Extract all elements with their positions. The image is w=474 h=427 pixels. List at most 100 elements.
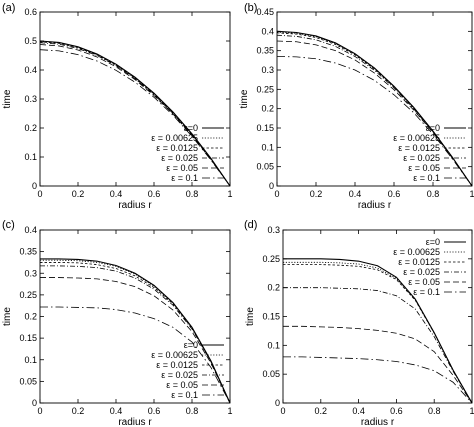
series-line-4 bbox=[283, 287, 473, 404]
panel-label: (a) bbox=[2, 2, 15, 14]
series-line-6 bbox=[276, 56, 473, 187]
x-tick-label: 1 bbox=[469, 189, 474, 199]
legend-entry-label: ε = 0.0125 bbox=[156, 143, 198, 153]
x-tick-label: 0.8 bbox=[186, 189, 199, 199]
y-tick-label: 0.4 bbox=[24, 225, 37, 235]
panel-label: (d) bbox=[244, 219, 257, 231]
y-tick-label: 0.2 bbox=[261, 104, 274, 114]
series-line-3 bbox=[39, 41, 231, 187]
y-tick-label: 0 bbox=[275, 398, 280, 408]
x-tick-label: 0 bbox=[37, 406, 42, 416]
chart-panel-4: (d) 0 0.2 0.4 0.6 0.8 1 0 0.05 0.1 0.15 0.2 0.25 0.3 r… bbox=[244, 219, 474, 427]
x-tick-label: 0.2 bbox=[310, 189, 323, 199]
y-tick-label: 0.3 bbox=[24, 268, 37, 278]
legend-entry-label: ε = 0.0125 bbox=[398, 143, 440, 153]
series-line-2 bbox=[276, 31, 473, 187]
y-tick-label: 0 bbox=[32, 181, 37, 191]
x-axis-label: radius r bbox=[118, 417, 152, 427]
y-tick-label: 0.4 bbox=[24, 65, 37, 75]
plot-frame bbox=[39, 229, 231, 404]
x-tick-label: 0.4 bbox=[110, 189, 123, 199]
x-tick-label: 0.6 bbox=[148, 189, 161, 199]
series-line-2 bbox=[39, 40, 231, 187]
y-tick-label: 0.2 bbox=[24, 123, 37, 133]
legend-entry-label: ε = 0.025 bbox=[161, 370, 198, 380]
legend-entry-label: ε = 0.00625 bbox=[151, 350, 198, 360]
chart-panel-1: (a)0 0.2 0.4 0.6 0.8 100.10.20.30.40.50.6radi… bbox=[2, 2, 233, 211]
x-tick-label: 0 bbox=[37, 189, 42, 199]
x-tick-label: 1 bbox=[227, 189, 232, 199]
x-tick-label: 0.4 bbox=[352, 406, 365, 416]
x-tick-label: 0.8 bbox=[428, 406, 441, 416]
legend-entry-label: ε=0 bbox=[184, 123, 198, 133]
legend-entry-label: ε=0 bbox=[184, 340, 198, 350]
y-tick-label: 0.1 bbox=[261, 142, 274, 152]
plot-frame bbox=[39, 11, 231, 187]
y-tick-label: 0.25 bbox=[19, 290, 37, 300]
series-line-6 bbox=[40, 306, 231, 404]
series-line-1 bbox=[39, 40, 231, 187]
x-tick-label: 0.6 bbox=[388, 189, 401, 199]
legend-entry-label: ε = 0.05 bbox=[166, 163, 198, 173]
x-tick-label: 0.4 bbox=[110, 406, 123, 416]
y-tick-label: 0.2 bbox=[24, 312, 37, 322]
legend-entry-label: ε=0 bbox=[426, 237, 440, 247]
x-tick-label: 0.2 bbox=[72, 406, 85, 416]
series-line-4 bbox=[39, 42, 231, 187]
y-tick-label: 0.15 bbox=[256, 123, 274, 133]
series-line-2 bbox=[283, 261, 473, 404]
legend-entry-label: ε = 0.1 bbox=[171, 173, 198, 183]
y-tick-label: 0.05 bbox=[19, 376, 37, 386]
x-tick-label: 0.6 bbox=[148, 406, 161, 416]
series-line-3 bbox=[283, 264, 473, 404]
legend-entry-label: ε = 0.025 bbox=[161, 153, 198, 163]
series-line-3 bbox=[40, 262, 231, 404]
legend-entry-label: ε = 0.05 bbox=[166, 380, 198, 390]
y-tick-label: 0.05 bbox=[262, 369, 280, 379]
series-line-5 bbox=[276, 40, 473, 187]
legend-entry-label: ε = 0.05 bbox=[408, 277, 440, 287]
y-tick-label: 0.1 bbox=[24, 355, 37, 365]
chart-panel-3: (c) 0 0.2 0.4 0.6 0.8 1 0 0.05 0.1 0.15 0.2 0.25 0.3 0… bbox=[2, 219, 233, 427]
plot-frame bbox=[276, 11, 473, 187]
legend-entry-label: ε = 0.1 bbox=[413, 287, 440, 297]
y-axis-label: time bbox=[2, 307, 13, 326]
panel-label: (b) bbox=[244, 2, 257, 14]
legend-entry-label: ε = 0.025 bbox=[403, 267, 440, 277]
y-tick-label: 0.2 bbox=[267, 283, 280, 293]
x-tick-label: 0.6 bbox=[390, 406, 403, 416]
y-tick-label: 0.3 bbox=[267, 225, 280, 235]
y-tick-label: 0.1 bbox=[24, 152, 37, 162]
panel-label: (c) bbox=[2, 219, 15, 231]
y-tick-label: 0 bbox=[269, 181, 274, 191]
legend-entry-label: ε = 0.1 bbox=[413, 173, 440, 183]
y-axis-label: time bbox=[239, 89, 250, 108]
y-tick-label: 0.3 bbox=[261, 65, 274, 75]
x-tick-label: 0.2 bbox=[72, 189, 85, 199]
series-line-5 bbox=[39, 44, 231, 187]
x-tick-label: 0 bbox=[274, 189, 279, 199]
series-line-1 bbox=[276, 30, 473, 187]
y-tick-label: 0.25 bbox=[262, 254, 280, 264]
y-tick-label: 0.35 bbox=[256, 46, 274, 56]
legend-entry-label: ε = 0.05 bbox=[408, 163, 440, 173]
y-tick-label: 0.1 bbox=[267, 340, 280, 350]
x-tick-label: 0.4 bbox=[349, 189, 362, 199]
legend-entry-label: ε=0 bbox=[426, 123, 440, 133]
series-line-4 bbox=[40, 265, 231, 404]
x-axis-label: radius r bbox=[118, 200, 152, 211]
legend-entry-label: ε = 0.025 bbox=[403, 153, 440, 163]
series-line-6 bbox=[39, 49, 231, 187]
y-tick-label: 0.35 bbox=[19, 247, 37, 257]
y-tick-label: 0.45 bbox=[256, 7, 274, 17]
y-tick-label: 0.05 bbox=[256, 162, 274, 172]
legend-entry-label: ε = 0.00625 bbox=[393, 133, 440, 143]
series-line-3 bbox=[276, 32, 473, 187]
x-tick-label: 1 bbox=[227, 406, 232, 416]
y-axis-label: time bbox=[245, 307, 256, 326]
legend-entry-label: ε = 0.0125 bbox=[156, 360, 198, 370]
